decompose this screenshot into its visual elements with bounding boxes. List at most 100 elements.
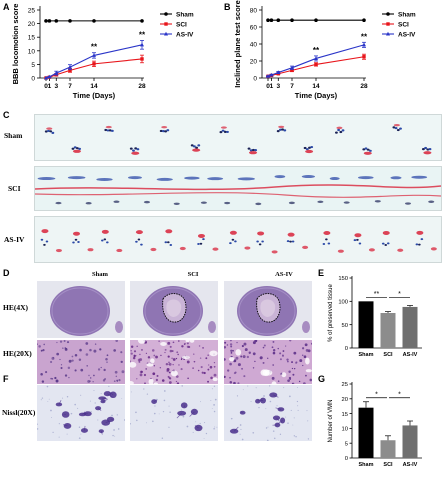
footprint-strip-sci bbox=[34, 166, 442, 211]
tissue-rim bbox=[238, 287, 296, 335]
nucleus bbox=[130, 360, 132, 363]
footprint bbox=[164, 241, 168, 244]
stain-speck bbox=[293, 435, 296, 437]
footprint bbox=[323, 231, 331, 236]
stain-speck bbox=[146, 393, 149, 395]
stain-speck bbox=[192, 431, 194, 433]
vacuole bbox=[209, 350, 218, 357]
neurite bbox=[276, 417, 280, 422]
stain-speck bbox=[158, 413, 160, 415]
nucleus bbox=[37, 343, 38, 345]
footprint bbox=[132, 149, 135, 152]
nucleus bbox=[88, 374, 90, 377]
x-tick-label: Sham bbox=[359, 352, 374, 358]
nucleus bbox=[230, 351, 233, 354]
x-tick-label: SCI bbox=[383, 352, 393, 358]
nucleus bbox=[301, 354, 304, 357]
vacuole bbox=[229, 356, 235, 362]
footprint bbox=[173, 202, 180, 205]
footprint bbox=[74, 238, 78, 241]
nucleus bbox=[60, 366, 63, 370]
neurite bbox=[63, 424, 68, 427]
nucleus bbox=[242, 355, 246, 359]
micrograph-background bbox=[224, 340, 312, 384]
stain-speck bbox=[181, 385, 183, 387]
nucleus bbox=[293, 351, 297, 355]
nucleus bbox=[213, 362, 216, 364]
micrograph-background bbox=[130, 385, 218, 441]
stain-speck bbox=[116, 414, 118, 416]
y-axis-label: % of preserved tissue bbox=[328, 283, 334, 341]
data-point bbox=[47, 74, 52, 79]
nucleus bbox=[272, 340, 275, 343]
nucleus bbox=[164, 348, 167, 351]
footprint bbox=[249, 149, 253, 152]
stain-speck bbox=[307, 438, 310, 440]
nucleus bbox=[282, 350, 285, 352]
vacuole bbox=[262, 369, 270, 377]
nucleus bbox=[172, 341, 175, 344]
stain-speck bbox=[78, 437, 81, 439]
nissl-image-sci bbox=[130, 385, 218, 441]
footprint-row-label-asiv: AS-IV bbox=[4, 235, 25, 244]
stain-speck bbox=[100, 393, 102, 395]
data-point bbox=[276, 70, 281, 74]
footprint bbox=[397, 248, 404, 252]
nucleus bbox=[145, 352, 148, 355]
nucleus bbox=[287, 379, 290, 383]
he-20x-image-sci bbox=[130, 340, 218, 384]
nucleus bbox=[178, 364, 180, 366]
nucleus bbox=[168, 363, 170, 365]
nucleus bbox=[155, 378, 159, 382]
footprint bbox=[166, 129, 170, 132]
nucleus bbox=[210, 376, 213, 380]
footprint bbox=[143, 200, 150, 204]
stain-speck bbox=[288, 395, 291, 398]
stain-speck bbox=[210, 399, 212, 401]
footprint bbox=[195, 146, 198, 149]
footprint bbox=[229, 230, 237, 235]
nucleus bbox=[116, 379, 118, 382]
vacuole bbox=[235, 349, 242, 356]
stain-speck bbox=[154, 405, 156, 407]
y-tick-label: 80 bbox=[250, 8, 258, 15]
nucleus bbox=[201, 371, 204, 374]
nucleus bbox=[60, 364, 63, 366]
footprint bbox=[302, 245, 309, 250]
nucleus bbox=[263, 344, 266, 347]
nucleus bbox=[224, 358, 226, 361]
stain-speck bbox=[213, 404, 215, 406]
stain-speck bbox=[239, 424, 242, 426]
nucleus bbox=[121, 370, 125, 374]
footprint bbox=[364, 147, 368, 150]
panel-label-f: F bbox=[3, 374, 9, 384]
nucleus bbox=[199, 357, 202, 359]
bar-as-iv bbox=[402, 425, 418, 458]
stain-speck bbox=[265, 408, 267, 410]
footprint bbox=[44, 130, 48, 133]
stain-speck bbox=[51, 417, 52, 418]
stain-speck bbox=[111, 414, 113, 417]
y-tick-label: 5 bbox=[31, 62, 35, 69]
nucleus bbox=[288, 370, 291, 374]
tissue-rim bbox=[144, 287, 202, 335]
neurite bbox=[275, 407, 282, 410]
nucleus bbox=[252, 367, 255, 369]
footprint bbox=[396, 128, 400, 132]
data-point bbox=[140, 57, 144, 61]
motor-neuron bbox=[177, 410, 187, 416]
stain-speck bbox=[123, 419, 125, 421]
tissue-fragment bbox=[208, 321, 216, 333]
footprint-strip-asiv bbox=[34, 216, 442, 263]
x-tick-label: 14 bbox=[312, 83, 320, 90]
nucleus bbox=[180, 368, 183, 371]
x-tick-label: AS-IV bbox=[403, 352, 418, 358]
footprint bbox=[87, 248, 94, 252]
nucleus bbox=[145, 368, 147, 370]
nucleus bbox=[59, 358, 61, 361]
data-point bbox=[92, 19, 96, 23]
drag-trail bbox=[35, 184, 441, 191]
stain-speck bbox=[47, 401, 49, 402]
stain-speck bbox=[242, 389, 244, 391]
nucleus bbox=[186, 342, 189, 345]
